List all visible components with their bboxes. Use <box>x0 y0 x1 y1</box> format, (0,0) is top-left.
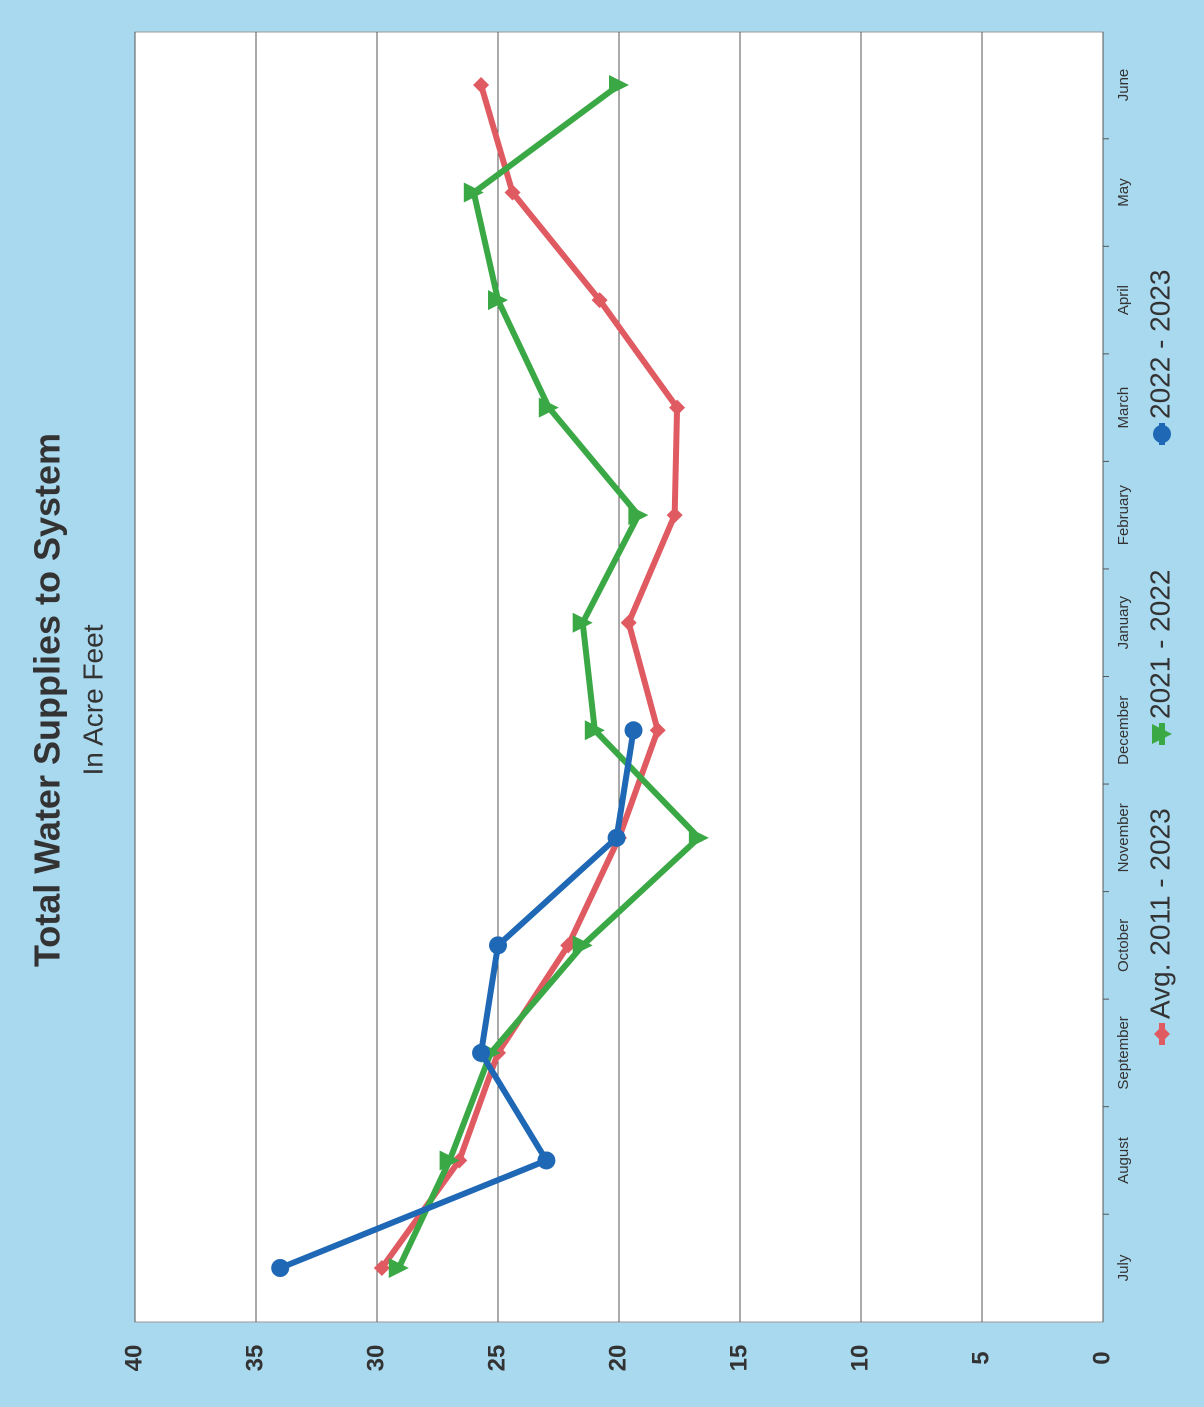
data-point <box>439 1150 460 1171</box>
y-tick-label: 25 <box>483 1345 510 1372</box>
data-point <box>489 936 507 955</box>
y-tick-label: 35 <box>241 1345 268 1372</box>
y-tick-label: 40 <box>120 1345 147 1372</box>
y-tick-label: 5 <box>967 1351 994 1364</box>
data-point <box>649 722 666 739</box>
data-point <box>572 612 593 633</box>
chart-subtitle: In Acre Feet <box>77 624 108 775</box>
x-tick-label: October <box>1115 919 1132 972</box>
data-point <box>688 827 709 848</box>
data-point <box>620 614 637 631</box>
y-tick-label: 30 <box>362 1345 389 1372</box>
data-point <box>388 1258 409 1278</box>
data-point <box>584 720 605 741</box>
legend-label: Avg. 2011 - 2023 <box>1144 808 1175 1019</box>
data-point <box>624 721 643 740</box>
data-point <box>472 1043 491 1062</box>
data-point <box>373 1260 390 1276</box>
x-tick-label: November <box>1115 803 1132 872</box>
legend-marker <box>1153 425 1171 443</box>
x-tick-label: January <box>1115 596 1132 650</box>
x-tick-label: August <box>1115 1136 1132 1184</box>
data-point <box>628 505 649 526</box>
data-point <box>488 290 508 311</box>
x-tick-label: June <box>1115 69 1132 102</box>
x-tick-label: September <box>1115 1016 1132 1089</box>
legend-marker <box>1154 1026 1170 1042</box>
data-point <box>463 182 484 203</box>
x-tick-label: February <box>1115 485 1132 546</box>
data-point <box>504 184 521 201</box>
legend-label: 2021 - 2022 <box>1144 570 1175 719</box>
data-point <box>572 935 593 956</box>
legend-label: 2022 - 2023 <box>1144 270 1175 419</box>
data-point <box>669 399 686 416</box>
data-point <box>560 937 577 954</box>
data-point <box>609 75 629 95</box>
chart-title: Total Water Supplies to System <box>27 433 68 967</box>
y-tick-label: 20 <box>604 1345 631 1372</box>
data-point <box>271 1259 290 1277</box>
legend-marker <box>1152 724 1172 744</box>
y-tick-label: 10 <box>846 1345 873 1372</box>
data-point <box>538 397 559 418</box>
data-point <box>666 507 683 524</box>
x-tick-label: March <box>1115 387 1132 429</box>
x-tick-label: July <box>1115 1254 1132 1281</box>
series-line <box>279 729 637 1271</box>
data-point <box>591 292 608 309</box>
series-line <box>396 82 702 1270</box>
y-tick-label: 15 <box>725 1345 752 1372</box>
x-tick-label: April <box>1115 285 1132 315</box>
data-point <box>473 77 490 93</box>
data-point <box>607 828 626 847</box>
data-point <box>537 1151 556 1170</box>
x-tick-label: May <box>1115 178 1132 207</box>
y-tick-label: 0 <box>1088 1351 1115 1364</box>
x-tick-label: December <box>1115 696 1132 765</box>
